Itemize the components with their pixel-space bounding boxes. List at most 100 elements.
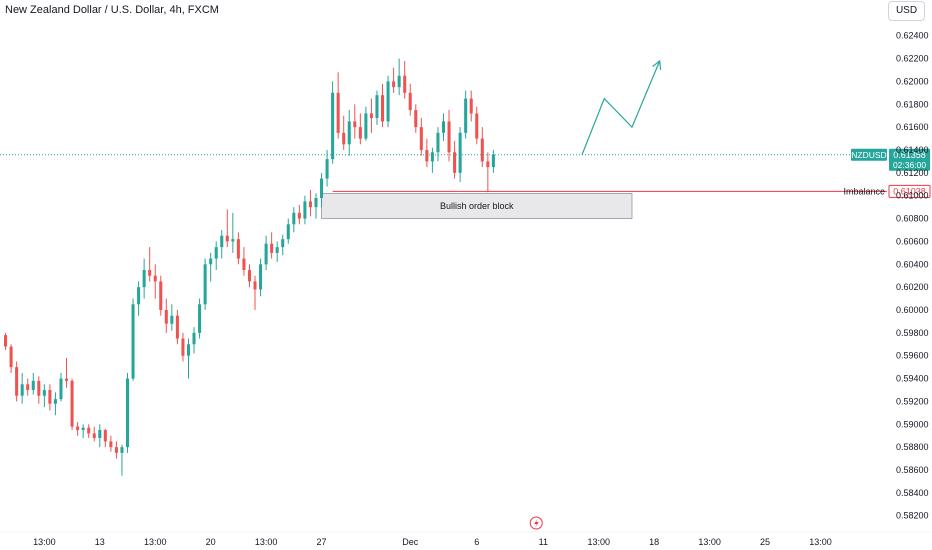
price-tick-label: 0.58200 [896, 511, 929, 521]
candle-body [259, 264, 263, 290]
candle [31, 372, 35, 395]
currency-button[interactable]: USD [888, 1, 925, 21]
candle [303, 195, 307, 225]
candle-body [430, 152, 434, 162]
time-tick-label: 13 [95, 537, 105, 547]
candle-body [253, 281, 257, 290]
candle-body [175, 315, 179, 339]
time-tick-label: 27 [317, 537, 327, 547]
candle-body [347, 121, 351, 145]
candle [264, 235, 268, 270]
candle [475, 106, 479, 145]
time-tick-label: 25 [760, 537, 770, 547]
candle [247, 264, 251, 288]
candle [369, 98, 373, 133]
candle [480, 127, 484, 168]
candle-body [231, 239, 235, 242]
candle [292, 207, 296, 233]
candle-body [275, 247, 279, 253]
candle [131, 298, 135, 381]
price-tick-label: 0.58600 [896, 465, 929, 475]
price-tick-label: 0.59600 [896, 351, 929, 361]
candle [37, 376, 41, 404]
candle-body [103, 430, 107, 442]
price-tick-label: 0.59000 [896, 419, 929, 429]
candle [336, 72, 340, 139]
candle-body [486, 161, 490, 168]
candle-body [325, 159, 329, 179]
candle [469, 90, 473, 122]
countdown-label: 02:36:00 [893, 160, 926, 170]
candle-body [214, 247, 218, 259]
candle [209, 252, 213, 282]
last-price-label: 0.61358 [893, 150, 926, 160]
candle-body [170, 315, 174, 324]
price-tick-label: 0.60400 [896, 259, 929, 269]
candle [81, 424, 85, 438]
candle [425, 138, 429, 168]
price-tick-label: 0.59800 [896, 328, 929, 338]
candle [297, 204, 301, 225]
candle [159, 275, 163, 316]
candle-body [42, 390, 46, 396]
candle-body [59, 378, 63, 400]
price-tick-label: 0.60000 [896, 305, 929, 315]
candle [70, 378, 74, 430]
candle [325, 150, 329, 187]
candle [225, 209, 229, 248]
imbalance-price-badge [888, 184, 931, 198]
time-axis[interactable]: 13:00 13 13:00 20 13:00 27 Dec 6 11 13:00 18 13:00 2… [33, 516, 832, 547]
candle [408, 83, 412, 116]
price-tick-label: 0.58400 [896, 488, 929, 498]
candle [486, 152, 490, 193]
candle-body [148, 270, 152, 276]
candle-body [76, 426, 80, 430]
candle [342, 115, 346, 150]
lightning-icon-bolt [534, 519, 539, 528]
candle-body [303, 201, 307, 219]
price-axis[interactable]: 0.62400 0.62200 0.62000 0.61800 0.61600 0.614… [896, 31, 929, 521]
time-tick-label: 13:00 [809, 537, 832, 547]
candle-body [314, 198, 318, 208]
candle-body [109, 441, 113, 448]
candle-body [475, 113, 479, 139]
candle [491, 150, 495, 173]
price-tick-label: 0.62000 [896, 76, 929, 86]
projection-arrowhead [652, 59, 662, 70]
candle-body [26, 384, 30, 390]
price-tick-label: 0.60600 [896, 236, 929, 246]
candle-body [242, 258, 246, 270]
candle [286, 218, 290, 244]
candle [59, 372, 63, 402]
candle-body [308, 201, 312, 208]
candle-body [15, 367, 19, 396]
candle-body [297, 212, 301, 219]
time-tick-label: 13:00 [33, 537, 56, 547]
order-block-layer: Bullish order block [321, 193, 633, 219]
price-tick-label: 0.61000 [896, 191, 929, 201]
chart-title: New Zealand Dollar / U.S. Dollar, 4h, FX… [5, 4, 219, 16]
candles-layer [4, 58, 495, 476]
candle [453, 140, 457, 179]
candle-body [159, 281, 163, 310]
candle-body [142, 270, 146, 288]
candle [441, 113, 446, 141]
candle [308, 190, 312, 217]
candle-body [392, 81, 396, 88]
projection-path [581, 60, 661, 155]
time-tick-label: 13:00 [587, 537, 610, 547]
candle [436, 127, 440, 162]
candle-body [70, 380, 74, 427]
candle [181, 332, 185, 362]
candle [175, 310, 179, 345]
candle-body [137, 287, 141, 305]
price-tick-label: 0.60800 [896, 214, 929, 224]
candle-body [458, 132, 462, 173]
candle-body [4, 335, 8, 347]
candle [15, 361, 19, 402]
candle-body [264, 243, 268, 265]
candle-body [403, 75, 407, 93]
candle-body [48, 390, 52, 404]
candle-body [436, 132, 440, 153]
